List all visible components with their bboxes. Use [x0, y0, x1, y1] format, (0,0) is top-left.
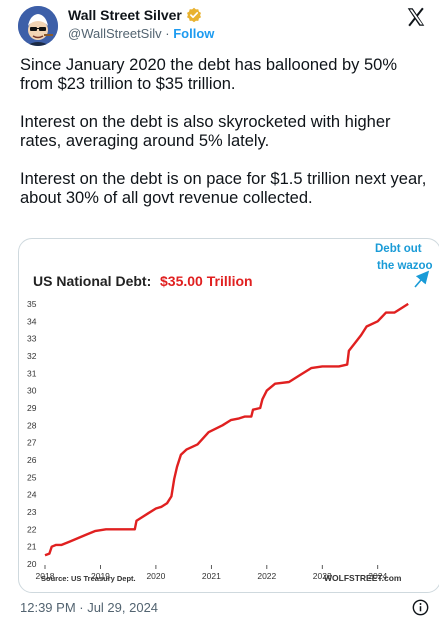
x-tick-label: 2020 — [146, 571, 165, 581]
chart-annotation-line1: Debt out — [375, 243, 422, 255]
y-tick-label: 20 — [27, 559, 37, 569]
x-tick-label: 2018 — [36, 571, 55, 581]
chart-credit: WOLFSTREET.com — [324, 573, 402, 583]
y-tick-label: 27 — [27, 438, 37, 448]
x-logo-icon[interactable] — [405, 6, 427, 28]
avatar[interactable] — [18, 6, 58, 46]
handle-separator: · — [165, 26, 170, 41]
chart-annotation-line2: the wazoo — [377, 260, 433, 272]
y-tick-label: 22 — [27, 524, 37, 534]
tweet-paragraph: Interest on the debt is also skyrocketed… — [20, 113, 391, 150]
y-tick-label: 28 — [27, 420, 37, 430]
y-tick-label: 24 — [27, 490, 37, 500]
tweet-timestamp[interactable]: 12:39 PM · Jul 29, 2024 — [20, 600, 159, 615]
y-tick-label: 23 — [27, 507, 37, 517]
tweet-header: Wall Street Silver @WallStreetSilv · Fol… — [0, 0, 439, 52]
y-tick-label: 32 — [27, 351, 37, 361]
y-tick-label: 29 — [27, 403, 37, 413]
debt-chart: US National Debt: $35.00 Trillion Debt o… — [27, 243, 433, 583]
y-tick-label: 30 — [27, 386, 37, 396]
x-tick-label: 2023 — [313, 571, 332, 581]
debt-series-line — [44, 302, 409, 557]
chart-title: US National Debt: — [33, 273, 151, 289]
account-name-row: Wall Street Silver — [68, 7, 202, 23]
follow-button[interactable]: Follow — [173, 26, 215, 41]
verified-badge-icon — [186, 7, 202, 23]
y-tick-label: 34 — [27, 316, 37, 326]
info-icon[interactable] — [412, 599, 429, 616]
avatar-image — [18, 6, 58, 46]
chart-title-value: $35.00 Trillion — [160, 273, 253, 289]
y-tick-label: 33 — [27, 334, 37, 344]
x-tick-label: 2021 — [202, 571, 221, 581]
x-tick-label: 2022 — [257, 571, 276, 581]
tweet-text: Since January 2020 the debt has balloone… — [20, 56, 430, 227]
tweet-paragraph: Interest on the debt is on pace for $1.5… — [20, 170, 427, 207]
y-tick-label: 25 — [27, 472, 37, 482]
chart-source: Source: US Treasury Dept. — [41, 574, 136, 583]
y-tick-label: 35 — [27, 299, 37, 309]
y-tick-label: 26 — [27, 455, 37, 465]
y-tick-label: 21 — [27, 542, 37, 552]
annotation-arrow — [414, 270, 430, 288]
x-tick-label: 2024 — [368, 571, 387, 581]
tweet-media-chart[interactable]: US National Debt: $35.00 Trillion Debt o… — [18, 238, 439, 593]
account-name[interactable]: Wall Street Silver — [68, 7, 182, 23]
tweet-paragraph: Since January 2020 the debt has balloone… — [20, 56, 398, 93]
x-tick-label: 2019 — [91, 571, 110, 581]
account-handle[interactable]: @WallStreetSilv — [68, 26, 162, 41]
handle-row: @WallStreetSilv · Follow — [68, 26, 214, 41]
y-tick-label: 31 — [27, 368, 37, 378]
